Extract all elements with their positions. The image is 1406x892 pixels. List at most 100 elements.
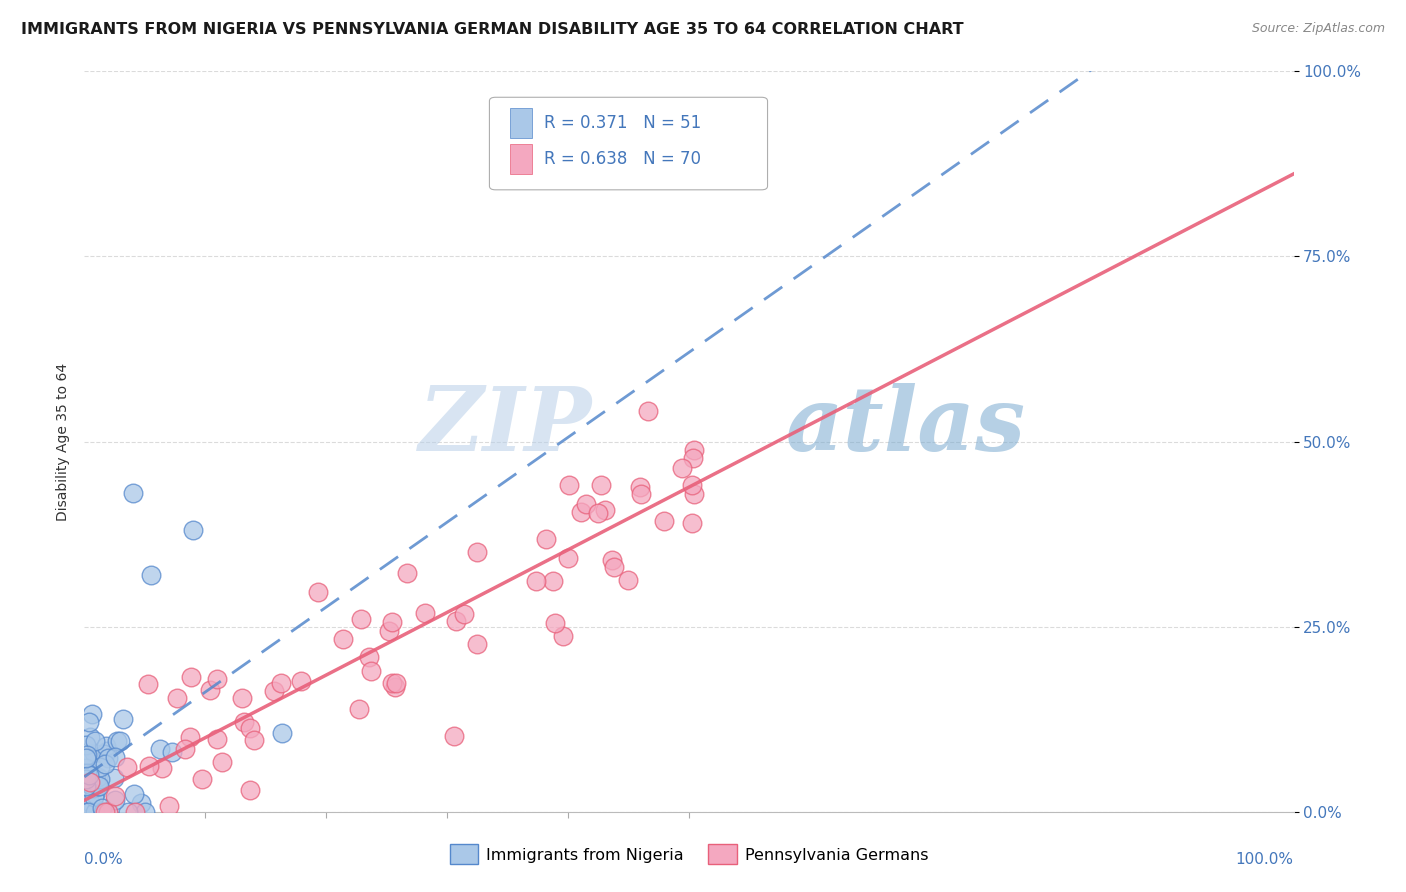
Point bbox=[76, 748, 98, 763]
Point bbox=[534, 532, 557, 546]
Point bbox=[307, 585, 329, 599]
Point bbox=[591, 478, 613, 492]
Text: IMMIGRANTS FROM NIGERIA VS PENNSYLVANIA GERMAN DISABILITY AGE 35 TO 64 CORRELATI: IMMIGRANTS FROM NIGERIA VS PENNSYLVANIA … bbox=[21, 22, 963, 37]
Text: R = 0.638   N = 70: R = 0.638 N = 70 bbox=[544, 150, 700, 168]
Point bbox=[84, 805, 107, 819]
Point bbox=[588, 506, 610, 520]
Point bbox=[89, 772, 111, 786]
Point bbox=[465, 637, 488, 651]
Point bbox=[637, 404, 659, 418]
Point bbox=[682, 451, 704, 466]
Point bbox=[160, 745, 183, 759]
Point bbox=[110, 733, 132, 747]
Point bbox=[290, 673, 312, 688]
Point bbox=[198, 683, 221, 698]
Point bbox=[150, 761, 173, 775]
Point bbox=[557, 551, 579, 566]
Point bbox=[239, 783, 262, 797]
Point bbox=[131, 797, 153, 811]
Point bbox=[75, 739, 97, 753]
Point bbox=[384, 680, 406, 694]
Point bbox=[174, 741, 197, 756]
Point bbox=[104, 789, 127, 803]
Point bbox=[136, 677, 159, 691]
Point bbox=[89, 760, 111, 774]
Point bbox=[138, 758, 160, 772]
Point bbox=[681, 477, 703, 491]
Point bbox=[602, 560, 624, 574]
Point bbox=[134, 805, 156, 819]
Point bbox=[76, 805, 98, 819]
Point bbox=[179, 731, 201, 745]
Point bbox=[381, 676, 404, 690]
Point bbox=[91, 805, 114, 819]
Point bbox=[84, 787, 107, 801]
Point bbox=[180, 670, 202, 684]
Point bbox=[683, 486, 706, 500]
Point bbox=[263, 683, 285, 698]
Y-axis label: Disability Age 35 to 64: Disability Age 35 to 64 bbox=[56, 362, 70, 521]
Point bbox=[453, 607, 475, 622]
Point bbox=[350, 612, 373, 626]
Legend: Immigrants from Nigeria, Pennsylvania Germans: Immigrants from Nigeria, Pennsylvania Ge… bbox=[443, 838, 935, 871]
Point bbox=[205, 672, 228, 686]
Point bbox=[682, 442, 704, 457]
Point bbox=[181, 524, 204, 538]
Text: R = 0.371   N = 51: R = 0.371 N = 51 bbox=[544, 114, 702, 132]
Point bbox=[652, 514, 675, 528]
Point bbox=[97, 805, 120, 819]
Point bbox=[413, 607, 436, 621]
Point bbox=[96, 744, 118, 758]
Point bbox=[76, 765, 98, 780]
Point bbox=[443, 729, 465, 743]
Point bbox=[75, 772, 97, 786]
FancyBboxPatch shape bbox=[489, 97, 768, 190]
Point bbox=[87, 770, 110, 784]
Point bbox=[446, 614, 468, 628]
Point bbox=[75, 780, 97, 794]
Point bbox=[630, 486, 652, 500]
Point bbox=[600, 553, 623, 567]
FancyBboxPatch shape bbox=[510, 144, 531, 174]
Point bbox=[77, 768, 100, 782]
Point bbox=[94, 805, 117, 819]
Point bbox=[378, 624, 401, 638]
Point bbox=[122, 787, 145, 801]
Point bbox=[91, 800, 114, 814]
Text: 100.0%: 100.0% bbox=[1236, 853, 1294, 867]
Point bbox=[79, 774, 101, 789]
Point bbox=[94, 756, 117, 771]
Point bbox=[239, 721, 262, 735]
Point bbox=[681, 516, 703, 531]
Point bbox=[149, 741, 172, 756]
Point bbox=[553, 629, 575, 643]
Point bbox=[360, 665, 382, 679]
Point bbox=[89, 779, 111, 793]
Point bbox=[75, 805, 97, 819]
Point bbox=[93, 747, 115, 761]
Point bbox=[190, 772, 212, 786]
Point bbox=[243, 733, 266, 747]
Point bbox=[593, 503, 616, 517]
Point bbox=[616, 573, 638, 587]
Text: ZIP: ZIP bbox=[419, 384, 592, 470]
Point bbox=[124, 805, 146, 819]
Point bbox=[107, 734, 129, 748]
Point bbox=[104, 792, 127, 806]
Point bbox=[83, 790, 105, 805]
Text: atlas: atlas bbox=[786, 384, 1025, 470]
Point bbox=[544, 616, 567, 631]
Point bbox=[97, 805, 120, 819]
Point bbox=[79, 795, 101, 809]
Point bbox=[115, 760, 138, 774]
Point bbox=[211, 755, 233, 769]
Point bbox=[104, 750, 127, 764]
Point bbox=[79, 730, 101, 744]
Point bbox=[103, 771, 125, 785]
Point bbox=[270, 726, 292, 740]
Point bbox=[111, 712, 134, 726]
Text: 0.0%: 0.0% bbox=[84, 853, 124, 867]
Point bbox=[83, 746, 105, 760]
Point bbox=[139, 567, 162, 582]
Point bbox=[541, 574, 564, 589]
